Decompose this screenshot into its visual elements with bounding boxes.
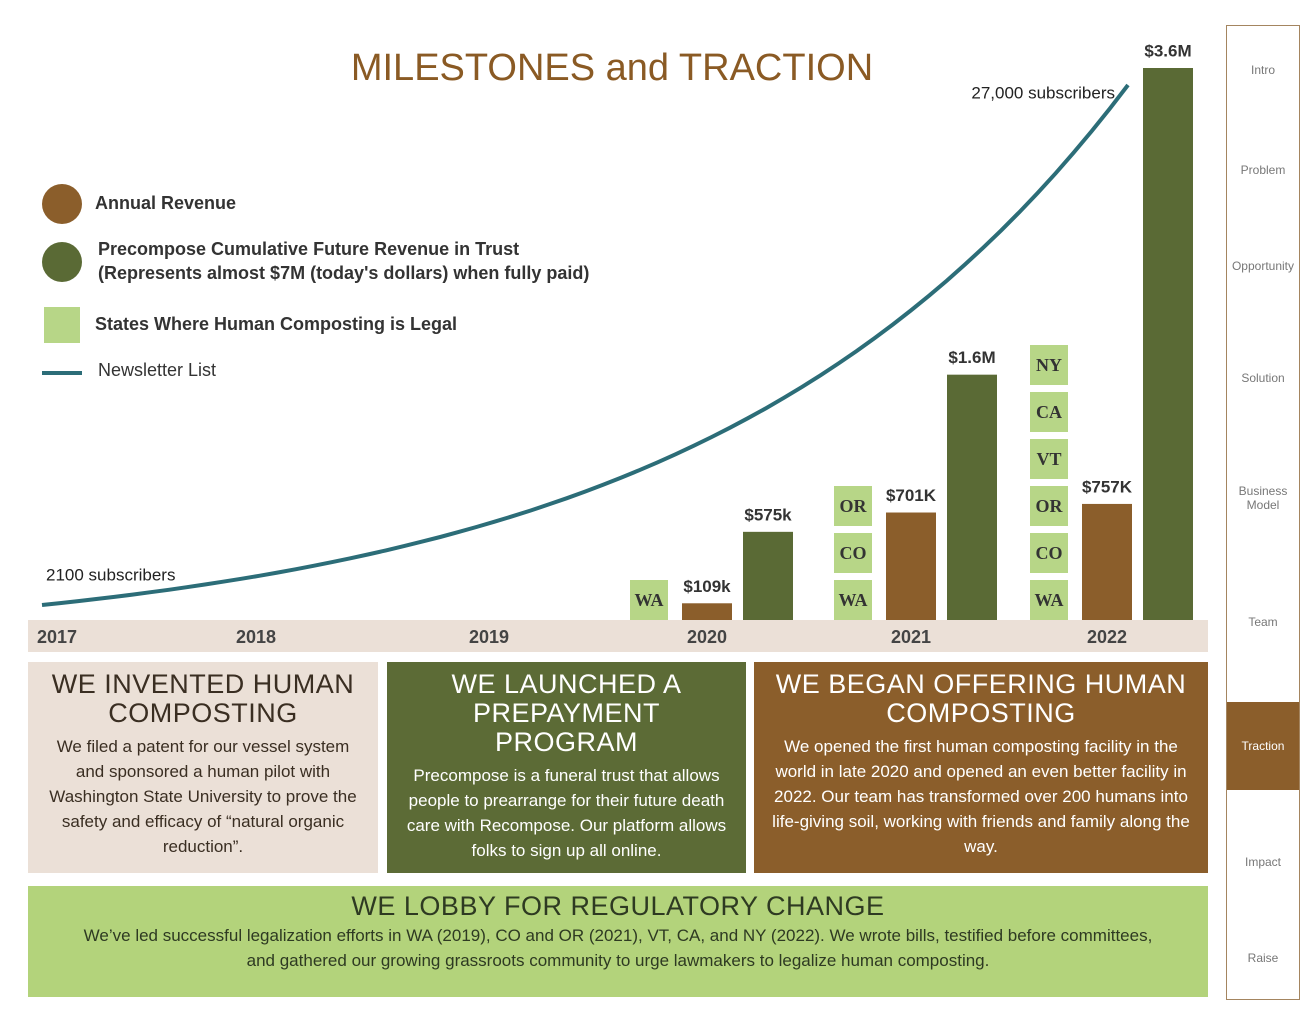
state-label: WA [1034, 590, 1063, 610]
data-label: $701K [886, 486, 937, 505]
nav-item[interactable]: Intro [1250, 63, 1275, 77]
state-box [630, 580, 668, 620]
legend-swatch [42, 184, 82, 224]
bar [947, 374, 997, 620]
panel-title: WE BEGAN OFFERING HUMAN COMPOSTING [775, 669, 1187, 728]
state-box [1030, 486, 1068, 526]
state-box [1030, 580, 1068, 620]
bar [743, 531, 793, 620]
panel-text: We filed a patent for our vessel system … [49, 737, 357, 856]
state-label: VT [1036, 449, 1061, 469]
x-tick-label: 2017 [37, 627, 77, 647]
bar [682, 603, 732, 620]
state-label: OR [840, 496, 868, 516]
state-label: CA [1036, 402, 1062, 422]
chart: MILESTONES and TRACTION Annual Revenue Pr… [28, 41, 1208, 652]
state-label: CO [1036, 543, 1063, 563]
panel-text: We’ve led successful legalization effort… [83, 926, 1153, 970]
data-label: $1.6M [948, 348, 995, 367]
state-label: WA [838, 590, 867, 610]
state-label: NY [1036, 355, 1062, 375]
state-box [834, 533, 872, 573]
panel-title: WE LOBBY FOR REGULATORY CHANGE [351, 891, 885, 921]
panel-text: We opened the first human composting fac… [772, 737, 1190, 856]
x-tick-label: 2022 [1087, 627, 1127, 647]
nav-item[interactable]: Solution [1241, 371, 1285, 385]
panel: WE INVENTED HUMAN COMPOSTING We filed a p… [28, 662, 378, 873]
data-label: $3.6M [1144, 41, 1191, 60]
state-box [1030, 345, 1068, 385]
newsletter-line [41, 83, 1130, 607]
legend-label: Precompose Cumulative Future Revenue in … [98, 239, 519, 259]
data-label: $575k [744, 505, 792, 524]
nav-item[interactable]: Team [1248, 615, 1278, 629]
nav-item[interactable]: Raise [1247, 951, 1279, 965]
nav-item[interactable]: Impact [1244, 855, 1281, 869]
legend-note: (Represents almost $7M (today's dollars)… [98, 263, 589, 283]
legend-label: States Where Human Composting is Legal [95, 314, 457, 334]
panel-title: WE LAUNCHED A PREPAYMENT PROGRAM [451, 669, 682, 757]
panel-title: WE INVENTED HUMAN COMPOSTING [51, 669, 355, 728]
data-label: 2100 subscribers [46, 565, 175, 584]
panel: WE BEGAN OFFERING HUMAN COMPOSTING We ope… [754, 662, 1208, 873]
axis-strip [28, 620, 1208, 652]
data-label: 27,000 subscribers [971, 83, 1115, 102]
state-label: OR [1036, 496, 1064, 516]
state-label: WA [634, 590, 663, 610]
state-box [834, 580, 872, 620]
x-tick-label: 2018 [236, 627, 276, 647]
panel-text: Precompose is a funeral trust that allow… [406, 766, 727, 860]
state-box [1030, 392, 1068, 432]
legend-label: Newsletter List [98, 360, 216, 380]
x-tick-label: 2020 [687, 627, 727, 647]
data-label: $757K [1082, 477, 1133, 496]
panel: WE LOBBY FOR REGULATORY CHANGE We’ve led … [28, 886, 1208, 997]
nav-item[interactable]: Problem [1240, 163, 1286, 177]
bar [1143, 68, 1193, 620]
state-box [1030, 533, 1068, 573]
nav-item[interactable]: Opportunity [1231, 259, 1295, 273]
legend-swatch [42, 242, 82, 282]
state-box [1030, 439, 1068, 479]
side-nav: Intro Problem Opportunity Solution Business … [1226, 25, 1300, 1000]
legend-label: Annual Revenue [95, 193, 236, 213]
x-tick-label: 2019 [469, 627, 509, 647]
legend-swatch [44, 307, 80, 343]
data-label: $109k [683, 577, 731, 596]
x-tick-label: 2021 [891, 627, 931, 647]
state-box [834, 486, 872, 526]
bar [886, 512, 936, 620]
bar [1082, 503, 1132, 620]
panel: WE LAUNCHED A PREPAYMENT PROGRAM Precompo… [387, 662, 746, 873]
title: MILESTONES and TRACTION [351, 47, 873, 89]
nav-item[interactable]: Traction [1227, 702, 1299, 790]
state-label: CO [840, 543, 867, 563]
nav-item[interactable]: Business Model [1238, 484, 1288, 512]
